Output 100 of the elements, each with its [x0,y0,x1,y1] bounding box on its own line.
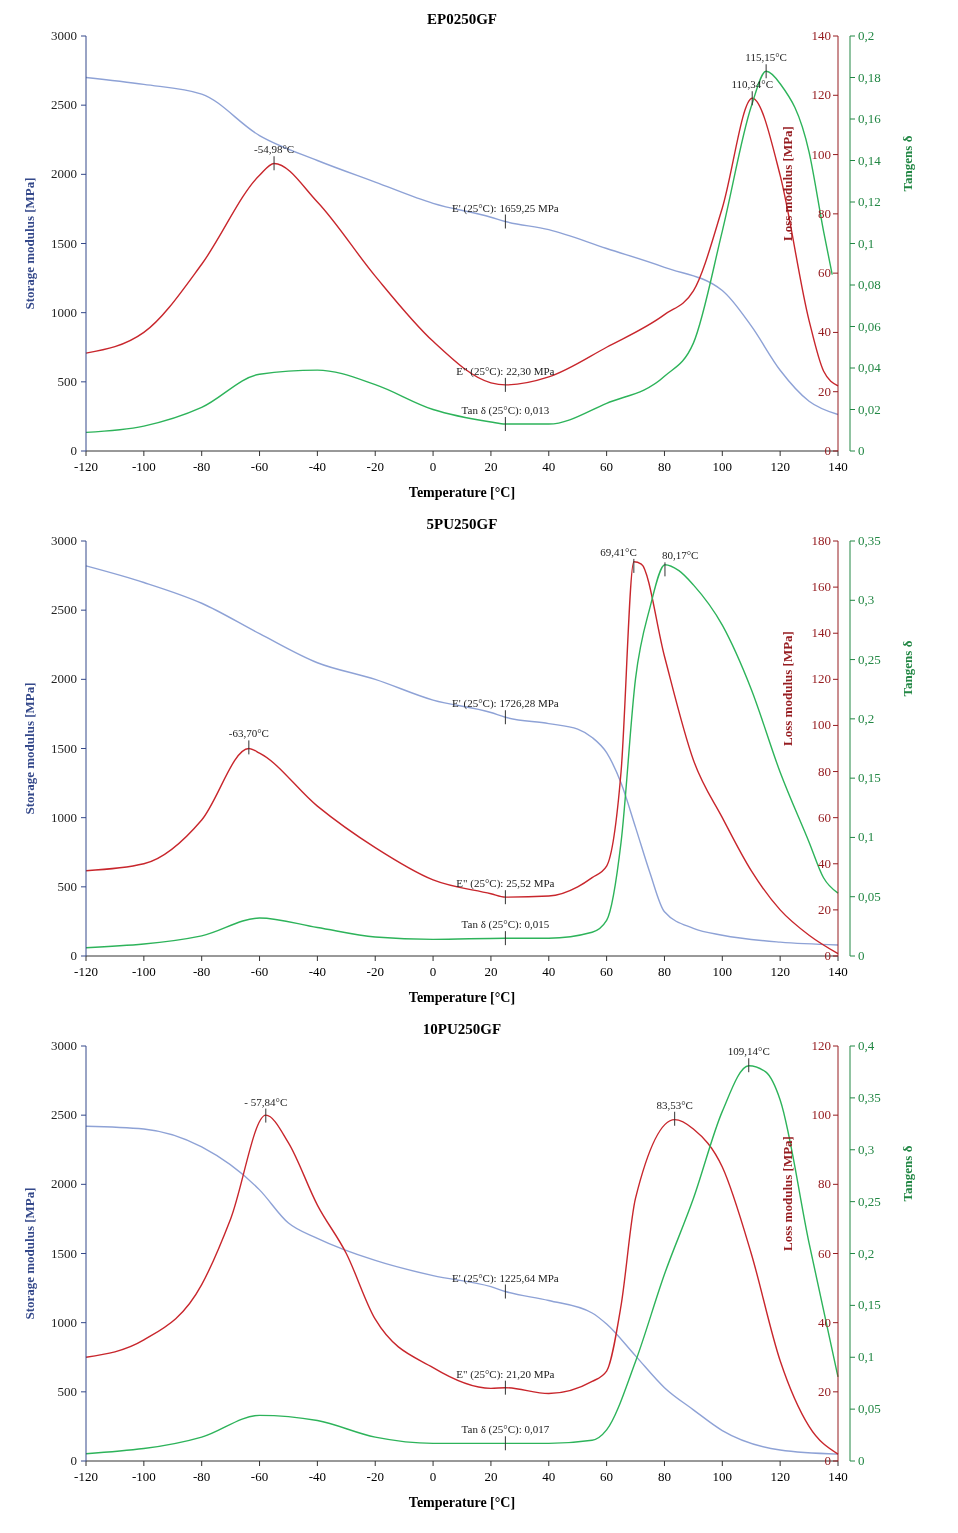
x-tick-label: -80 [193,459,211,474]
x-tick-label: 100 [712,459,733,474]
y2-tick-label: 80 [818,1176,831,1192]
y3-tick-label: 0,2 [858,710,875,726]
x-tick-label: -60 [250,459,269,474]
y2-tick-label: 20 [818,1383,831,1399]
y-tick-label: 500 [57,373,77,389]
y3-tick-label: 0,15 [858,770,881,786]
y3-tick-label: 0,35 [858,1089,881,1105]
x-tick-label: 140 [828,964,848,979]
x-tick-label: -40 [308,459,327,474]
chart-title: 10PU250GF [422,1021,502,1037]
y3-tick-label: 0,25 [858,651,881,667]
x-tick-label: -100 [131,964,156,979]
y2-tick-label: 60 [818,1245,831,1261]
y3-tick-label: 0,1 [858,1349,875,1365]
y-tick-label: 1500 [51,1245,77,1261]
x-tick-label: 100 [712,964,733,979]
y2-tick-label: 20 [818,901,831,917]
y-tick-label: 2500 [51,602,77,618]
y-tick-label: 1500 [51,235,77,251]
y2-tick-label: 160 [811,579,831,595]
y3-tick-label: 0,05 [858,888,881,904]
x-tick-label: 40 [542,459,556,474]
y3-tick-label: 0,3 [858,1141,875,1157]
x-axis-title: Temperature [°C] [408,1495,516,1510]
y3-tick-label: 0 [858,443,865,458]
y3-tick-label: 0,12 [858,194,881,209]
annotation: -54,98°C [253,143,295,156]
y3-tick-label: 0,3 [858,592,875,608]
y2-tick-label: 80 [818,763,831,779]
y2-tick-label: 180 [811,533,831,548]
y3-tick-label: 0,1 [858,235,875,251]
y-tick-label: 2500 [51,1107,77,1123]
y3-tick-label: 0 [858,948,865,963]
y3-axis-title: Tangens δ [900,640,915,697]
x-tick-label: 140 [828,1469,848,1484]
y3-tick-label: 0,14 [858,152,882,168]
y-axis-title: Storage modulus [MPa] [22,1187,37,1320]
x-tick-label: -120 [74,1469,98,1484]
y-tick-label: 500 [57,1383,77,1399]
y2-tick-label: 40 [818,855,831,871]
x-tick-label: -60 [250,1469,269,1484]
y2-tick-label: 40 [818,324,831,340]
x-tick-label: -60 [250,964,269,979]
y2-tick-label: 140 [811,625,831,641]
y2-tick-label: 120 [811,1038,831,1053]
y-tick-label: 2000 [51,1176,77,1192]
y-tick-label: 1000 [51,304,77,320]
y-tick-label: 2500 [51,97,77,113]
x-tick-label: 60 [600,964,614,979]
x-tick-label: -40 [308,1469,327,1484]
y2-tick-label: 0 [824,443,831,458]
x-tick-label: 80 [657,1469,671,1484]
y-tick-label: 3000 [51,533,77,548]
y-tick-label: 0 [70,1453,77,1468]
x-tick-label: 0 [429,964,437,979]
annotation: 115,15°C [745,51,787,64]
y3-tick-label: 0 [858,1453,865,1468]
x-tick-label: 80 [657,459,671,474]
y-axis-title: Storage modulus [MPa] [22,682,37,815]
y-tick-label: 0 [70,948,77,963]
y-tick-label: 2000 [51,166,77,182]
annotation: E" (25°C): 25,52 MPa [456,877,555,891]
x-tick-label: 20 [484,964,498,979]
y2-tick-label: 0 [824,948,831,963]
y-tick-label: 3000 [51,1038,77,1053]
y-tick-label: 0 [70,443,77,458]
x-tick-label: 0 [429,459,437,474]
y3-tick-label: 0,35 [858,533,881,548]
y3-tick-label: 0,06 [858,318,882,334]
annotation: Tan δ (25°C): 0,015 [461,918,550,932]
chart-title: EP0250GF [427,11,497,27]
y3-tick-label: 0,08 [858,277,881,292]
y2-tick-label: 120 [811,87,831,103]
y3-tick-label: 0,4 [858,1038,875,1053]
annotation: E' (25°C): 1726,28 MPa [452,697,559,711]
x-axis-title: Temperature [°C] [408,990,516,1005]
x-tick-label: 120 [770,1469,790,1484]
x-tick-label: 0 [429,1469,437,1484]
y2-tick-label: 140 [811,28,831,43]
y2-tick-label: 0 [824,1453,831,1468]
y2-tick-label: 20 [818,383,831,399]
x-tick-label: 120 [770,964,790,979]
x-tick-label: 100 [712,1469,733,1484]
y3-tick-label: 0,25 [858,1193,881,1209]
y2-tick-label: 100 [811,1107,831,1123]
x-tick-label: 40 [542,964,556,979]
annotation: 69,41°C [600,545,637,558]
annotation: -63,70°C [228,727,269,740]
x-tick-label: 140 [828,459,848,474]
annotation: E" (25°C): 22,30 MPa [456,364,555,378]
y-tick-label: 1000 [51,809,77,825]
x-tick-label: 40 [542,1469,556,1484]
x-tick-label: -120 [74,964,98,979]
y3-tick-label: 0,04 [858,360,882,375]
y-tick-label: 1000 [51,1314,77,1330]
y3-tick-label: 0,18 [858,69,881,85]
y3-axis-title: Tangens δ [900,1145,915,1202]
y-tick-label: 500 [57,878,77,894]
